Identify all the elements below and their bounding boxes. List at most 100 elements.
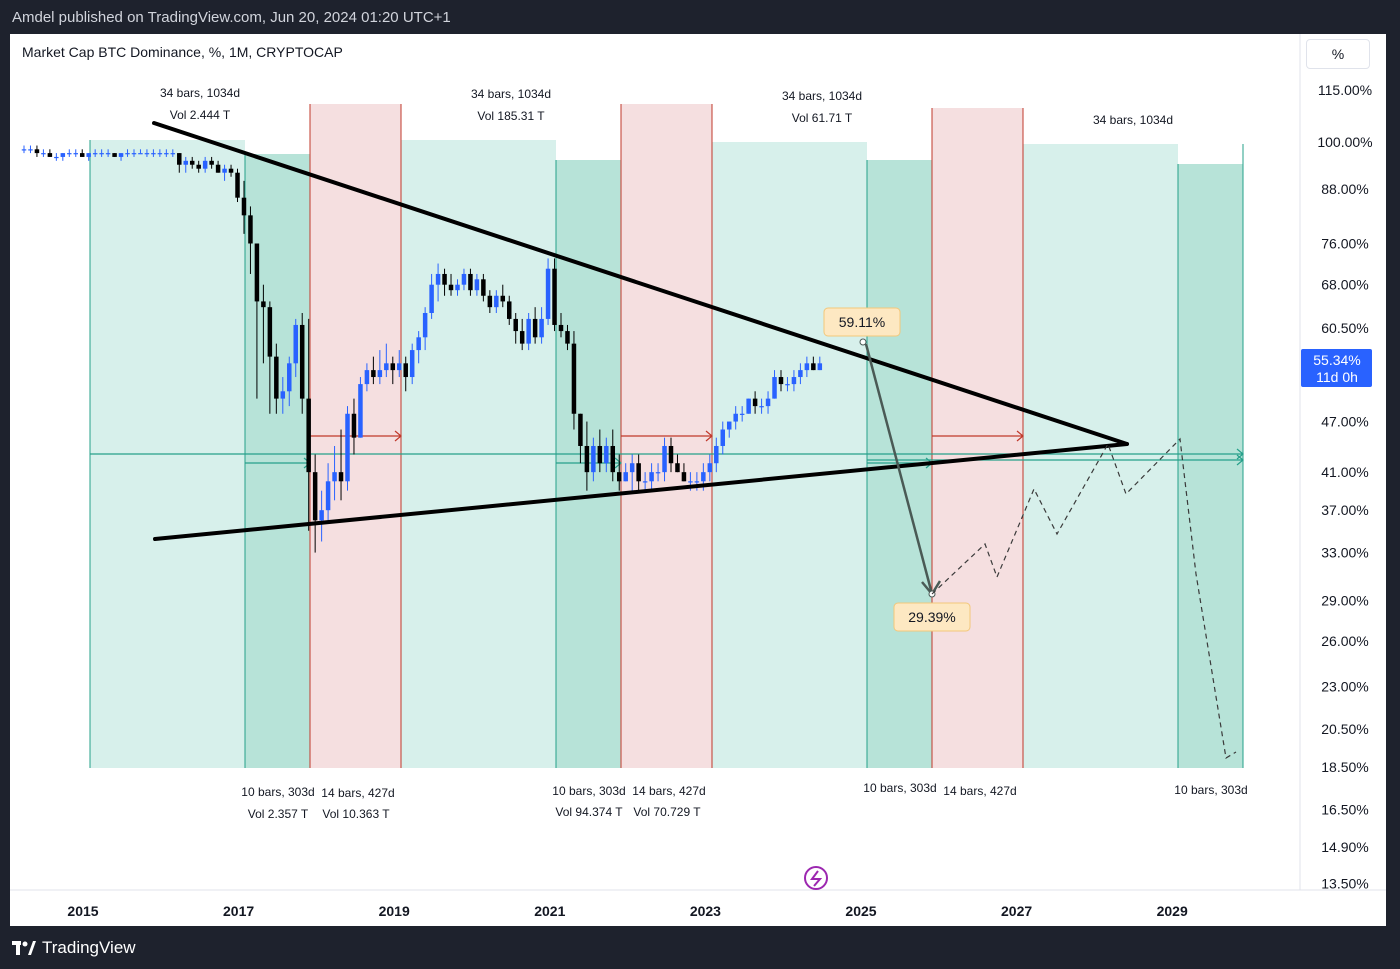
candle — [785, 377, 790, 392]
y-tick-label: 26.00% — [1321, 633, 1368, 649]
chart-title: Market Cap BTC Dominance, %, 1M, CRYPTOC… — [22, 44, 343, 60]
candle-body — [157, 153, 163, 155]
bottom-a-label-1: 10 bars, 303d — [241, 785, 314, 799]
lightning-indicator-icon[interactable] — [804, 866, 828, 890]
candle-body — [785, 384, 790, 386]
range-arrowhead-red-2 — [705, 430, 713, 442]
candle — [468, 268, 473, 296]
candle-body — [526, 318, 531, 344]
candle-body — [138, 153, 143, 155]
candle — [765, 391, 771, 414]
candle — [177, 153, 182, 173]
triangle-upper-line — [152, 121, 1129, 446]
candle-body — [578, 413, 583, 446]
candle — [629, 454, 635, 491]
candle-body — [287, 363, 292, 392]
candle-body — [442, 273, 447, 285]
candle — [144, 149, 150, 157]
candle — [41, 149, 46, 157]
target-low-label: 29.39% — [908, 609, 955, 625]
top-label-2: 34 bars, 1034d — [471, 87, 551, 101]
candle-body — [791, 377, 797, 385]
bottom-a-label-3: 10 bars, 303d — [863, 781, 936, 795]
candle-body — [267, 307, 273, 357]
candle — [746, 398, 751, 414]
percent-scale-button[interactable]: % — [1306, 39, 1370, 69]
candles — [21, 145, 823, 553]
candle — [422, 307, 428, 351]
candle — [649, 463, 654, 491]
candle — [429, 273, 434, 319]
candle-body — [403, 363, 408, 378]
y-tick-label: 47.00% — [1321, 414, 1368, 430]
range-arrowhead-red-1 — [394, 430, 402, 442]
candle-body — [778, 377, 784, 385]
candle — [539, 307, 544, 344]
target-high-label: 59.11% — [839, 314, 885, 330]
candle — [254, 243, 260, 399]
candle-body — [532, 318, 538, 338]
time-axis[interactable]: 2015 2017 2019 2021 2023 2025 2027 2029 — [10, 889, 1386, 919]
candle-body — [668, 445, 674, 464]
candle — [681, 463, 687, 482]
candle-body — [610, 445, 616, 473]
price-axis[interactable]: 115.00% 100.00% 88.00% 76.00% 68.00% 60.50% 47… — [1299, 34, 1386, 892]
candle-body — [112, 153, 117, 157]
price-chart[interactable]: 34 bars, 1034d Vol 2.444 T 34 bars, 1034… — [10, 34, 1386, 926]
candle-body — [299, 324, 305, 399]
candle — [215, 160, 221, 173]
candle — [364, 363, 370, 392]
candle — [287, 356, 292, 407]
candle-body — [494, 295, 499, 308]
candle-body — [47, 153, 53, 157]
candle — [125, 149, 130, 157]
candle-body — [519, 331, 525, 344]
candle — [293, 318, 298, 378]
candle-body — [79, 153, 85, 157]
candle — [616, 454, 622, 491]
candle — [448, 273, 454, 296]
candle-body — [390, 363, 396, 371]
candle — [280, 377, 286, 414]
candle — [325, 463, 331, 521]
candle — [73, 149, 79, 157]
candle-body — [623, 472, 628, 482]
candle-body — [125, 153, 130, 155]
candle — [274, 343, 279, 414]
candle — [675, 454, 680, 473]
candle — [707, 454, 713, 482]
candle-body — [189, 160, 195, 165]
candle-body — [371, 370, 376, 378]
candle-body — [177, 153, 182, 165]
x-tick-label: 2023 — [690, 903, 721, 919]
candle — [739, 406, 745, 422]
candle-body — [21, 149, 27, 151]
candle — [578, 413, 583, 464]
candle-body — [616, 472, 622, 482]
candle-body — [377, 370, 383, 378]
candle-body — [746, 398, 751, 414]
candle — [67, 149, 72, 157]
candle-body — [34, 149, 40, 154]
tradingview-logo[interactable]: TradingView — [12, 937, 136, 959]
candle-body — [164, 153, 169, 155]
candle-body — [675, 463, 680, 473]
candle — [474, 273, 480, 296]
candle — [261, 284, 266, 364]
candle — [662, 437, 667, 482]
candle-body — [591, 445, 596, 473]
bottom-a-label-4: 10 bars, 303d — [1174, 783, 1247, 797]
candle-body — [584, 445, 590, 473]
candle-body — [422, 312, 428, 338]
top-vol-1: Vol 2.444 T — [170, 108, 231, 122]
candle — [597, 429, 603, 473]
candle — [299, 312, 305, 414]
candle — [455, 279, 460, 296]
cycle-zone-3-red — [932, 108, 1023, 768]
y-tick-label: 16.50% — [1321, 801, 1368, 817]
candle-body — [151, 153, 156, 155]
candle — [131, 149, 137, 157]
candle-body — [500, 295, 506, 302]
candle-body — [73, 153, 79, 155]
x-tick-label: 2029 — [1157, 903, 1188, 919]
